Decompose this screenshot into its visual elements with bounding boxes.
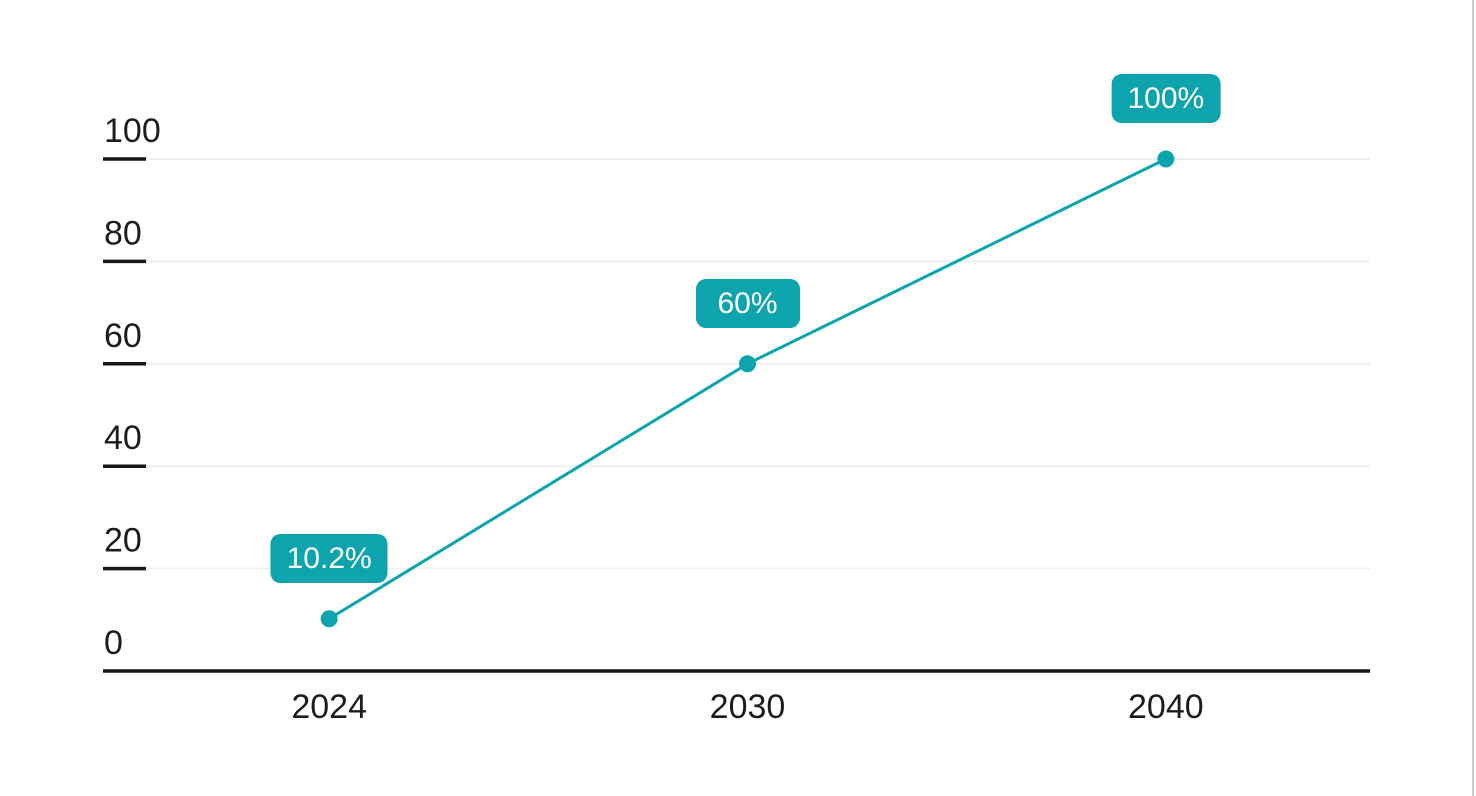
x-axis-tick-label: 2040 (1128, 688, 1204, 726)
data-point-label: 10.2% (270, 533, 388, 583)
data-point (1157, 150, 1175, 168)
data-point (739, 355, 756, 373)
y-axis-tick-label: 80 (104, 214, 142, 252)
y-axis-tick-label: 60 (104, 317, 142, 355)
series-line (327, 157, 1168, 621)
data-point (320, 610, 338, 628)
x-axis-tick-label: 2030 (710, 688, 786, 726)
data-point-label: 100% (1111, 74, 1221, 123)
x-axis-tick-label: 2024 (291, 688, 367, 726)
y-axis-tick-label: 0 (104, 624, 123, 662)
y-axis-tick-label: 20 (104, 522, 142, 560)
y-axis-tick-label: 40 (104, 419, 142, 457)
y-axis-tick-label: 100 (104, 112, 161, 150)
data-point-label: 60% (695, 278, 800, 328)
